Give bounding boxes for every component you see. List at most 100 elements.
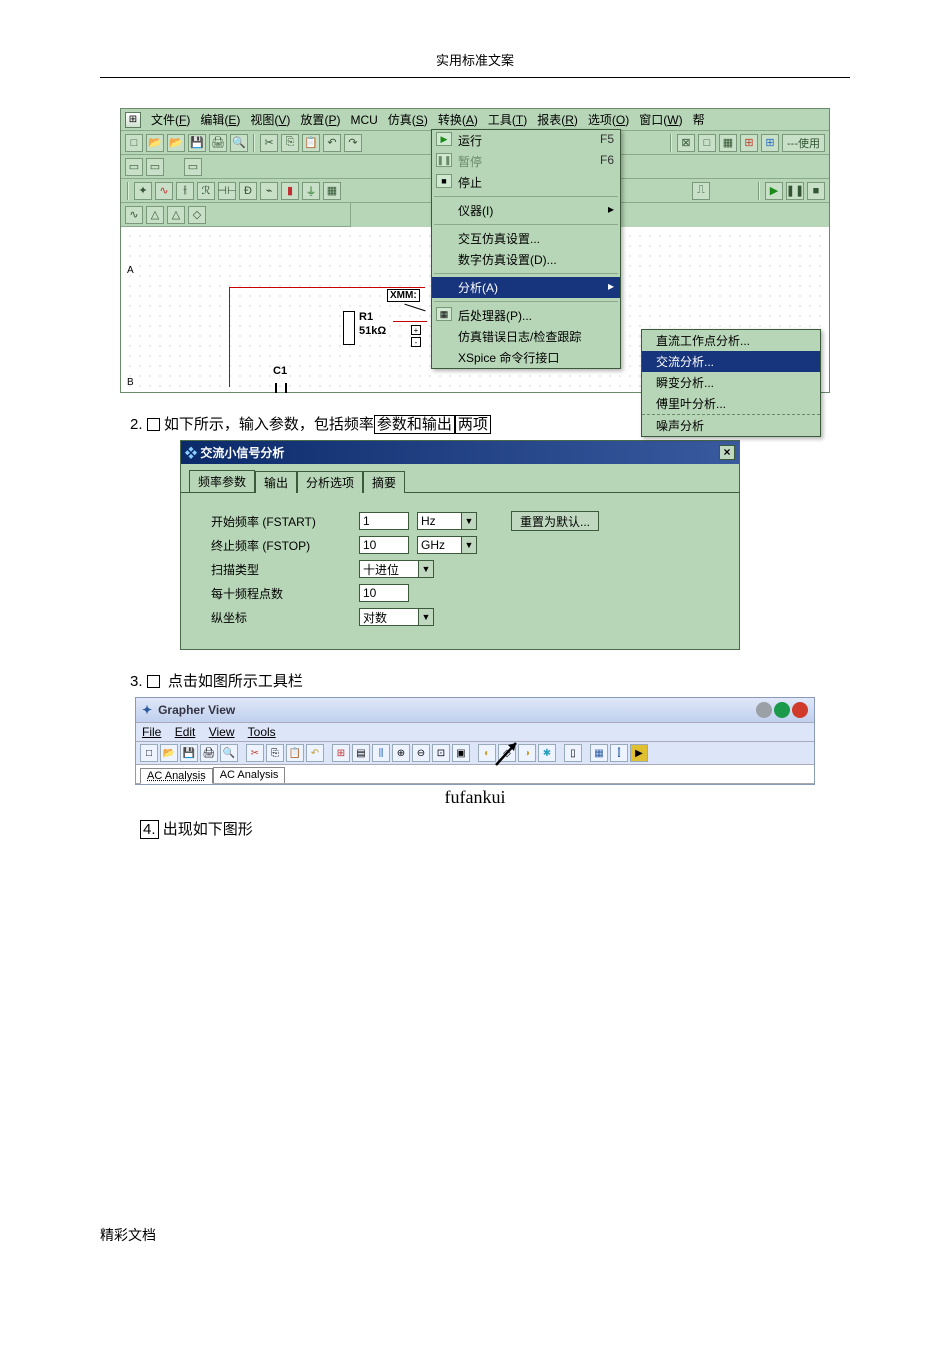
tool-redo[interactable]: ↷ xyxy=(344,134,362,152)
gt-print[interactable]: 🖨 xyxy=(200,744,218,762)
tool-panel-b[interactable]: ▭ xyxy=(146,158,164,176)
menu-report[interactable]: 报表(R) xyxy=(537,111,578,128)
tool-copy[interactable]: ⎘ xyxy=(281,134,299,152)
gt-zoomarea[interactable]: ▣ xyxy=(452,744,470,762)
menu-xspice[interactable]: XSpice 命令行接口 xyxy=(432,347,620,368)
submenu-transient[interactable]: 瞬变分析... xyxy=(642,372,820,393)
gt-open[interactable]: 📂 xyxy=(160,744,178,762)
gt-cut[interactable]: ✂ xyxy=(246,744,264,762)
tool-place-d[interactable]: ⊞ xyxy=(740,134,758,152)
tool-place-c[interactable]: ▦ xyxy=(719,134,737,152)
comp-gnd[interactable]: ⏚ xyxy=(302,182,320,200)
tool-open2[interactable]: 📂 xyxy=(167,134,185,152)
close-button[interactable]: × xyxy=(719,445,735,460)
probe-i[interactable]: △ xyxy=(146,206,164,224)
probe-d[interactable]: ◇ xyxy=(188,206,206,224)
tool-place-a[interactable]: ⊠ xyxy=(677,134,695,152)
menu-sim[interactable]: 仿真(S) xyxy=(388,111,428,128)
tool-place-e[interactable]: ⊞ xyxy=(761,134,779,152)
input-points[interactable]: 10 xyxy=(359,584,409,602)
menu-view[interactable]: 视图(V) xyxy=(250,111,290,128)
menu-window[interactable]: 窗口(W) xyxy=(639,111,682,128)
gt-save[interactable]: 💾 xyxy=(180,744,198,762)
unit-fstart[interactable]: Hz▼ xyxy=(417,512,477,530)
gt-e[interactable]: ▯ xyxy=(564,744,582,762)
comp-diode[interactable]: ∿ xyxy=(155,182,173,200)
probe-p[interactable]: △ xyxy=(167,206,185,224)
menu-convert[interactable]: 转换(A) xyxy=(438,111,478,128)
gt-zoomfit[interactable]: ⊡ xyxy=(432,744,450,762)
menu-analysis[interactable]: 分析(A)▸ xyxy=(432,277,620,298)
gtab-1[interactable]: AC Analysis xyxy=(140,768,213,784)
tab-freq-params[interactable]: 频率参数 xyxy=(189,470,255,492)
gt-paste[interactable]: 📋 xyxy=(286,744,304,762)
tool-place-b[interactable]: □ xyxy=(698,134,716,152)
gmenu-edit[interactable]: Edit xyxy=(175,725,196,739)
button-reset-default[interactable]: 重置为默认... xyxy=(511,511,599,531)
tool-open[interactable]: 📂 xyxy=(146,134,164,152)
gt-zoomin[interactable]: ⊕ xyxy=(392,744,410,762)
tool-undo[interactable]: ↶ xyxy=(323,134,341,152)
gt-d[interactable]: ✱ xyxy=(538,744,556,762)
maximize-icon[interactable] xyxy=(774,702,790,718)
gt-h[interactable]: ▶ xyxy=(630,744,648,762)
comp-sw[interactable]: ⌁ xyxy=(260,182,278,200)
tool-panel-a[interactable]: ▭ xyxy=(125,158,143,176)
tab-output[interactable]: 输出 xyxy=(255,471,297,493)
logic-pulse[interactable]: ⎍ xyxy=(692,182,710,200)
tab-summary[interactable]: 摘要 xyxy=(363,471,405,493)
gt-g[interactable]: ⫿ xyxy=(610,744,628,762)
menu-place[interactable]: 放置(P) xyxy=(300,111,340,128)
gt-undo[interactable]: ↶ xyxy=(306,744,324,762)
menu-pause[interactable]: ❚❚暂停F6 xyxy=(432,151,620,172)
comp-cap[interactable]: ⊣⊢ xyxy=(218,182,236,200)
tool-paste[interactable]: 📋 xyxy=(302,134,320,152)
menu-file[interactable]: 文件(F) xyxy=(151,111,190,128)
comp-res[interactable]: ℛ xyxy=(197,182,215,200)
submenu-noise[interactable]: 噪声分析 xyxy=(642,414,820,436)
comp-meter[interactable]: ▦ xyxy=(323,182,341,200)
gmenu-file[interactable]: File xyxy=(142,725,161,739)
menu-run[interactable]: ▶运行F5 xyxy=(432,130,620,151)
gtab-2[interactable]: AC Analysis xyxy=(213,767,286,783)
tool-preview[interactable]: 🔍 xyxy=(230,134,248,152)
menu-stop[interactable]: ■停止 xyxy=(432,172,620,193)
menu-help[interactable]: 帮 xyxy=(693,111,705,128)
submenu-fourier[interactable]: 傅里叶分析... xyxy=(642,393,820,414)
tool-save[interactable]: 💾 xyxy=(188,134,206,152)
tool-print[interactable]: 🖨 xyxy=(209,134,227,152)
input-fstop[interactable]: 10 xyxy=(359,536,409,554)
select-yscale[interactable]: 对数▼ xyxy=(359,608,434,626)
minimize-icon[interactable] xyxy=(756,702,772,718)
menu-postproc[interactable]: ▦后处理器(P)... xyxy=(432,305,620,326)
menu-tools[interactable]: 工具(T) xyxy=(488,111,527,128)
menu-edit[interactable]: 编辑(E) xyxy=(200,111,240,128)
pause-icon[interactable]: ❚❚ xyxy=(786,182,804,200)
gt-grid[interactable]: ⊞ xyxy=(332,744,350,762)
input-fstart[interactable]: 1 xyxy=(359,512,409,530)
gt-new[interactable]: □ xyxy=(140,744,158,762)
probe-v[interactable]: ∿ xyxy=(125,206,143,224)
submenu-dc[interactable]: 直流工作点分析... xyxy=(642,330,820,351)
unit-fstop[interactable]: GHz▼ xyxy=(417,536,477,554)
gmenu-tools[interactable]: Tools xyxy=(248,725,276,739)
gmenu-view[interactable]: View xyxy=(209,725,235,739)
comp-trans[interactable]: ⫲ xyxy=(176,182,194,200)
menu-options[interactable]: 选项(O) xyxy=(588,111,629,128)
stop-icon[interactable]: ■ xyxy=(807,182,825,200)
run-icon[interactable]: ▶ xyxy=(765,182,783,200)
close-icon[interactable] xyxy=(792,702,808,718)
select-sweep[interactable]: 十进位▼ xyxy=(359,560,434,578)
tab-analysis-opts[interactable]: 分析选项 xyxy=(297,471,363,493)
comp-source[interactable]: ✦ xyxy=(134,182,152,200)
tool-panel-c[interactable]: ▭ xyxy=(184,158,202,176)
menu-digital-sim[interactable]: 数字仿真设置(D)... xyxy=(432,249,620,270)
gt-preview[interactable]: 🔍 xyxy=(220,744,238,762)
menu-instruments[interactable]: 仪器(I)▸ xyxy=(432,200,620,221)
menu-interactive-sim[interactable]: 交互仿真设置... xyxy=(432,228,620,249)
tool-cut[interactable]: ✂ xyxy=(260,134,278,152)
gt-legend[interactable]: ▤ xyxy=(352,744,370,762)
menu-mcu[interactable]: MCU xyxy=(350,113,377,127)
submenu-ac[interactable]: 交流分析... xyxy=(642,351,820,372)
gt-f[interactable]: ▦ xyxy=(590,744,608,762)
